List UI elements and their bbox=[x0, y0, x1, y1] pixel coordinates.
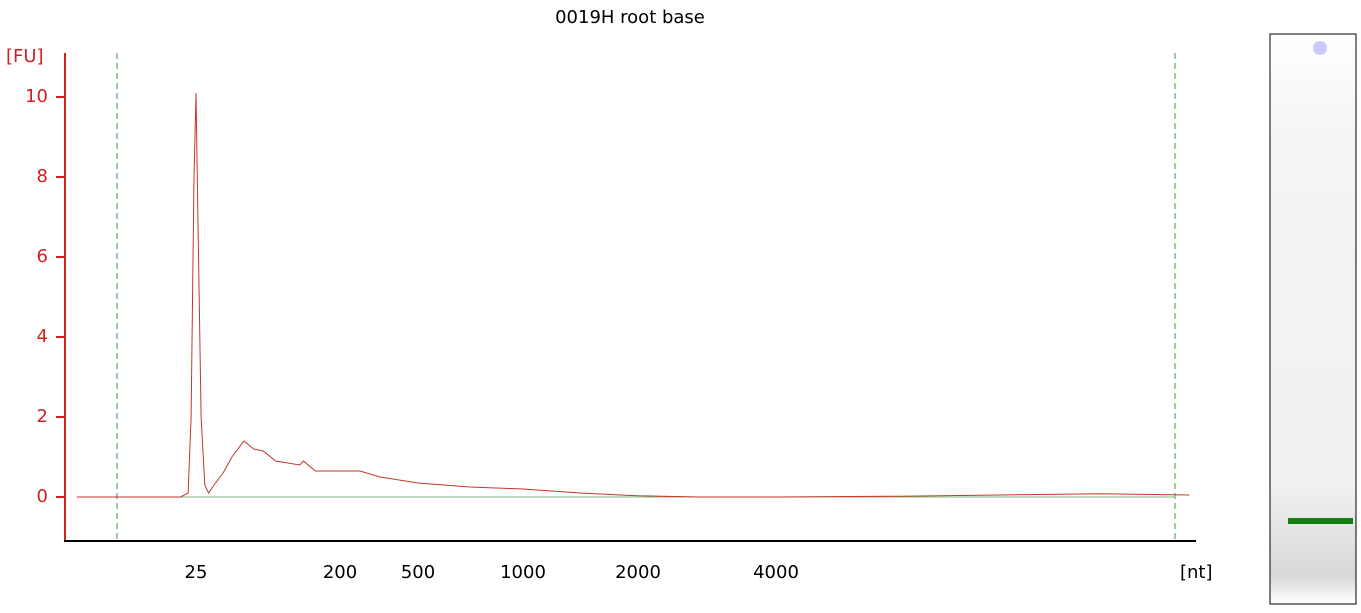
y-tick-label: 6 bbox=[37, 246, 48, 267]
y-tick-label: 0 bbox=[37, 486, 48, 507]
x-tick-label: 200 bbox=[323, 562, 357, 583]
x-axis-label: [nt] bbox=[1180, 562, 1213, 583]
y-tick-label: 10 bbox=[25, 86, 48, 107]
gel-marker-band bbox=[1288, 518, 1353, 524]
chart-title: 0019H root base bbox=[555, 7, 705, 28]
gel-lane bbox=[1269, 33, 1357, 605]
line-series bbox=[76, 92, 1190, 498]
y-tick-label: 8 bbox=[37, 166, 48, 187]
x-tick-label: 1000 bbox=[500, 562, 546, 583]
y-axis-label: [FU] bbox=[6, 46, 44, 67]
gel-spot bbox=[1313, 41, 1327, 55]
y-tick-label: 2 bbox=[37, 406, 48, 427]
y-tick-label: 4 bbox=[37, 326, 48, 347]
x-tick-label: 25 bbox=[185, 562, 208, 583]
x-tick-label: 500 bbox=[401, 562, 435, 583]
x-tick-label: 4000 bbox=[753, 562, 799, 583]
x-tick-label: 2000 bbox=[615, 562, 661, 583]
